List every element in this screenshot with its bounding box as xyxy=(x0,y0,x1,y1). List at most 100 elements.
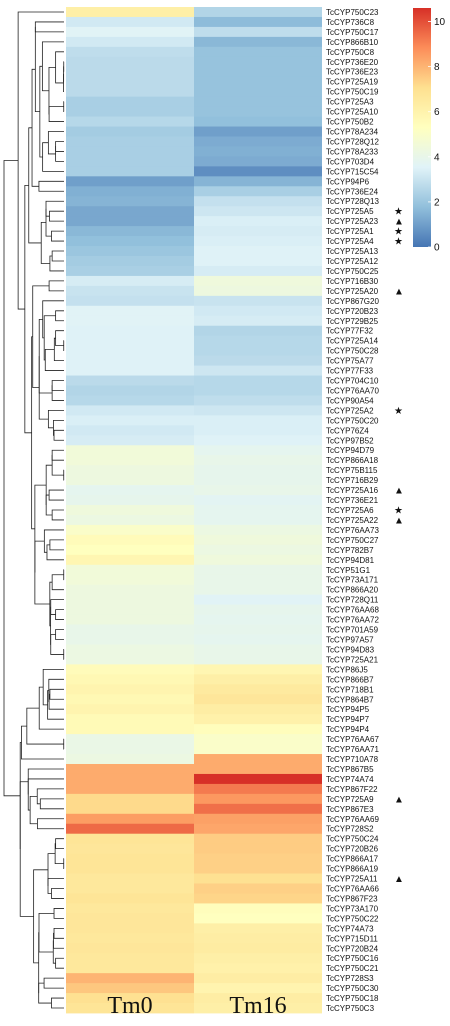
heatmap-cell xyxy=(66,146,194,156)
heatmap-cell xyxy=(194,704,322,714)
heatmap-cell xyxy=(194,266,322,276)
row-label: TcCYP701A59 xyxy=(326,626,379,635)
heatmap-cell xyxy=(66,754,194,764)
dendrogram-branch xyxy=(49,67,56,114)
dendrogram-branch xyxy=(35,485,46,572)
heatmap-cell xyxy=(194,276,322,286)
heatmap-cell xyxy=(66,226,194,236)
heatmap-cell xyxy=(194,615,322,625)
heatmap-cell xyxy=(66,57,194,67)
heatmap-cell xyxy=(194,216,322,226)
row-label: TcCYP74A73 xyxy=(326,924,374,933)
heatmap-cell xyxy=(66,445,194,455)
heatmap-cell xyxy=(66,674,194,684)
heatmap-cell xyxy=(66,425,194,435)
heatmap-cell xyxy=(194,7,322,17)
row-marker: ▲ xyxy=(394,486,404,497)
dendrogram-branch xyxy=(51,600,64,615)
dendrogram-branch xyxy=(56,141,64,151)
heatmap-cell xyxy=(66,246,194,256)
row-label: TcCYP867E3 xyxy=(326,805,374,814)
heatmap-cell xyxy=(66,585,194,595)
heatmap-cell xyxy=(194,146,322,156)
heatmap-cell xyxy=(66,973,194,983)
heatmap-cell xyxy=(66,186,194,196)
row-label: TcCYP728Q12 xyxy=(326,137,379,146)
row-label: TcCYP750C3 xyxy=(326,1004,375,1013)
row-label: TcCYP725A4 xyxy=(326,237,374,246)
legend-tick-label: 2 xyxy=(434,197,440,208)
dendrogram-branch xyxy=(39,319,52,393)
dendrogram-branch xyxy=(49,211,64,221)
heatmap-cell xyxy=(194,296,322,306)
heatmap-cell xyxy=(66,366,194,376)
legend-tick-label: 10 xyxy=(434,17,446,28)
heatmap-cell xyxy=(66,804,194,814)
dendrogram-branch xyxy=(52,450,64,460)
heatmap-cell xyxy=(194,475,322,485)
heatmap-cell xyxy=(194,37,322,47)
row-label: TcCYP750C8 xyxy=(326,48,375,57)
heatmap-cell xyxy=(66,17,194,27)
heatmap-cell xyxy=(194,744,322,754)
heatmap-cell xyxy=(66,485,194,495)
dendrogram-branch xyxy=(56,331,64,346)
heatmap-cell xyxy=(194,206,322,216)
heatmap-cell xyxy=(66,923,194,933)
heatmap-cell xyxy=(194,27,322,37)
legend-tick-label: 6 xyxy=(434,107,440,118)
heatmap-cell xyxy=(194,714,322,724)
heatmap-cell xyxy=(194,465,322,475)
dendrogram-branch xyxy=(52,381,64,391)
dendrogram-branch xyxy=(51,635,64,655)
heatmap-cell xyxy=(66,953,194,963)
row-label: TcCYP750C19 xyxy=(326,88,379,97)
heatmap-cell xyxy=(66,844,194,854)
heatmap-cell xyxy=(66,87,194,97)
row-label: TcCYP725A2 xyxy=(326,406,374,415)
heatmap-cell xyxy=(66,545,194,555)
heatmap-cell xyxy=(194,445,322,455)
heatmap-cell xyxy=(194,635,322,645)
dendrogram-branch xyxy=(53,933,64,948)
dendrogram-branch xyxy=(54,928,64,938)
row-label: TcCYP703D4 xyxy=(326,157,375,166)
heatmap-cell xyxy=(66,874,194,884)
heatmap-cell xyxy=(66,386,194,396)
dendrogram-branch xyxy=(49,694,64,709)
row-label: TcCYP94P6 xyxy=(326,177,370,186)
heatmap-cell xyxy=(66,535,194,545)
dendrogram-branch xyxy=(39,181,64,191)
heatmap-cell xyxy=(66,326,194,336)
row-marker: ★ xyxy=(394,406,403,417)
row-label: TcCYP725A6 xyxy=(326,506,374,515)
row-label: TcCYP750C17 xyxy=(326,28,379,37)
dendrogram-branch xyxy=(35,541,50,604)
row-label: TcCYP750C24 xyxy=(326,835,379,844)
row-markers: ★▲★★▲★▲★▲▲▲ xyxy=(394,207,404,885)
heatmap-cell xyxy=(66,714,194,724)
dendrogram-branch xyxy=(27,708,64,744)
heatmap-cell xyxy=(194,884,322,894)
row-label: TcCYP736E24 xyxy=(326,187,379,196)
heatmap-cell xyxy=(194,366,322,376)
heatmap-cell xyxy=(194,824,322,834)
heatmap-cell xyxy=(66,47,194,57)
dendrogram-branch xyxy=(28,779,64,810)
heatmap-cell xyxy=(194,336,322,346)
dendrogram-branch xyxy=(34,870,48,963)
heatmap-cell xyxy=(66,37,194,47)
heatmap-cell xyxy=(194,654,322,664)
row-label: TcCYP866A17 xyxy=(326,855,379,864)
row-label: TcCYP750C18 xyxy=(326,994,379,1003)
heatmap-cell xyxy=(66,27,194,37)
heatmap-cell xyxy=(66,744,194,754)
heatmap-cell xyxy=(194,913,322,923)
heatmap-cell xyxy=(66,963,194,973)
heatmap-cell xyxy=(194,724,322,734)
row-label: TcCYP725A14 xyxy=(326,337,379,346)
heatmap-cell xyxy=(194,854,322,864)
heatmap-cell xyxy=(66,913,194,923)
heatmap-cell xyxy=(66,764,194,774)
heatmap-cell xyxy=(66,136,194,146)
